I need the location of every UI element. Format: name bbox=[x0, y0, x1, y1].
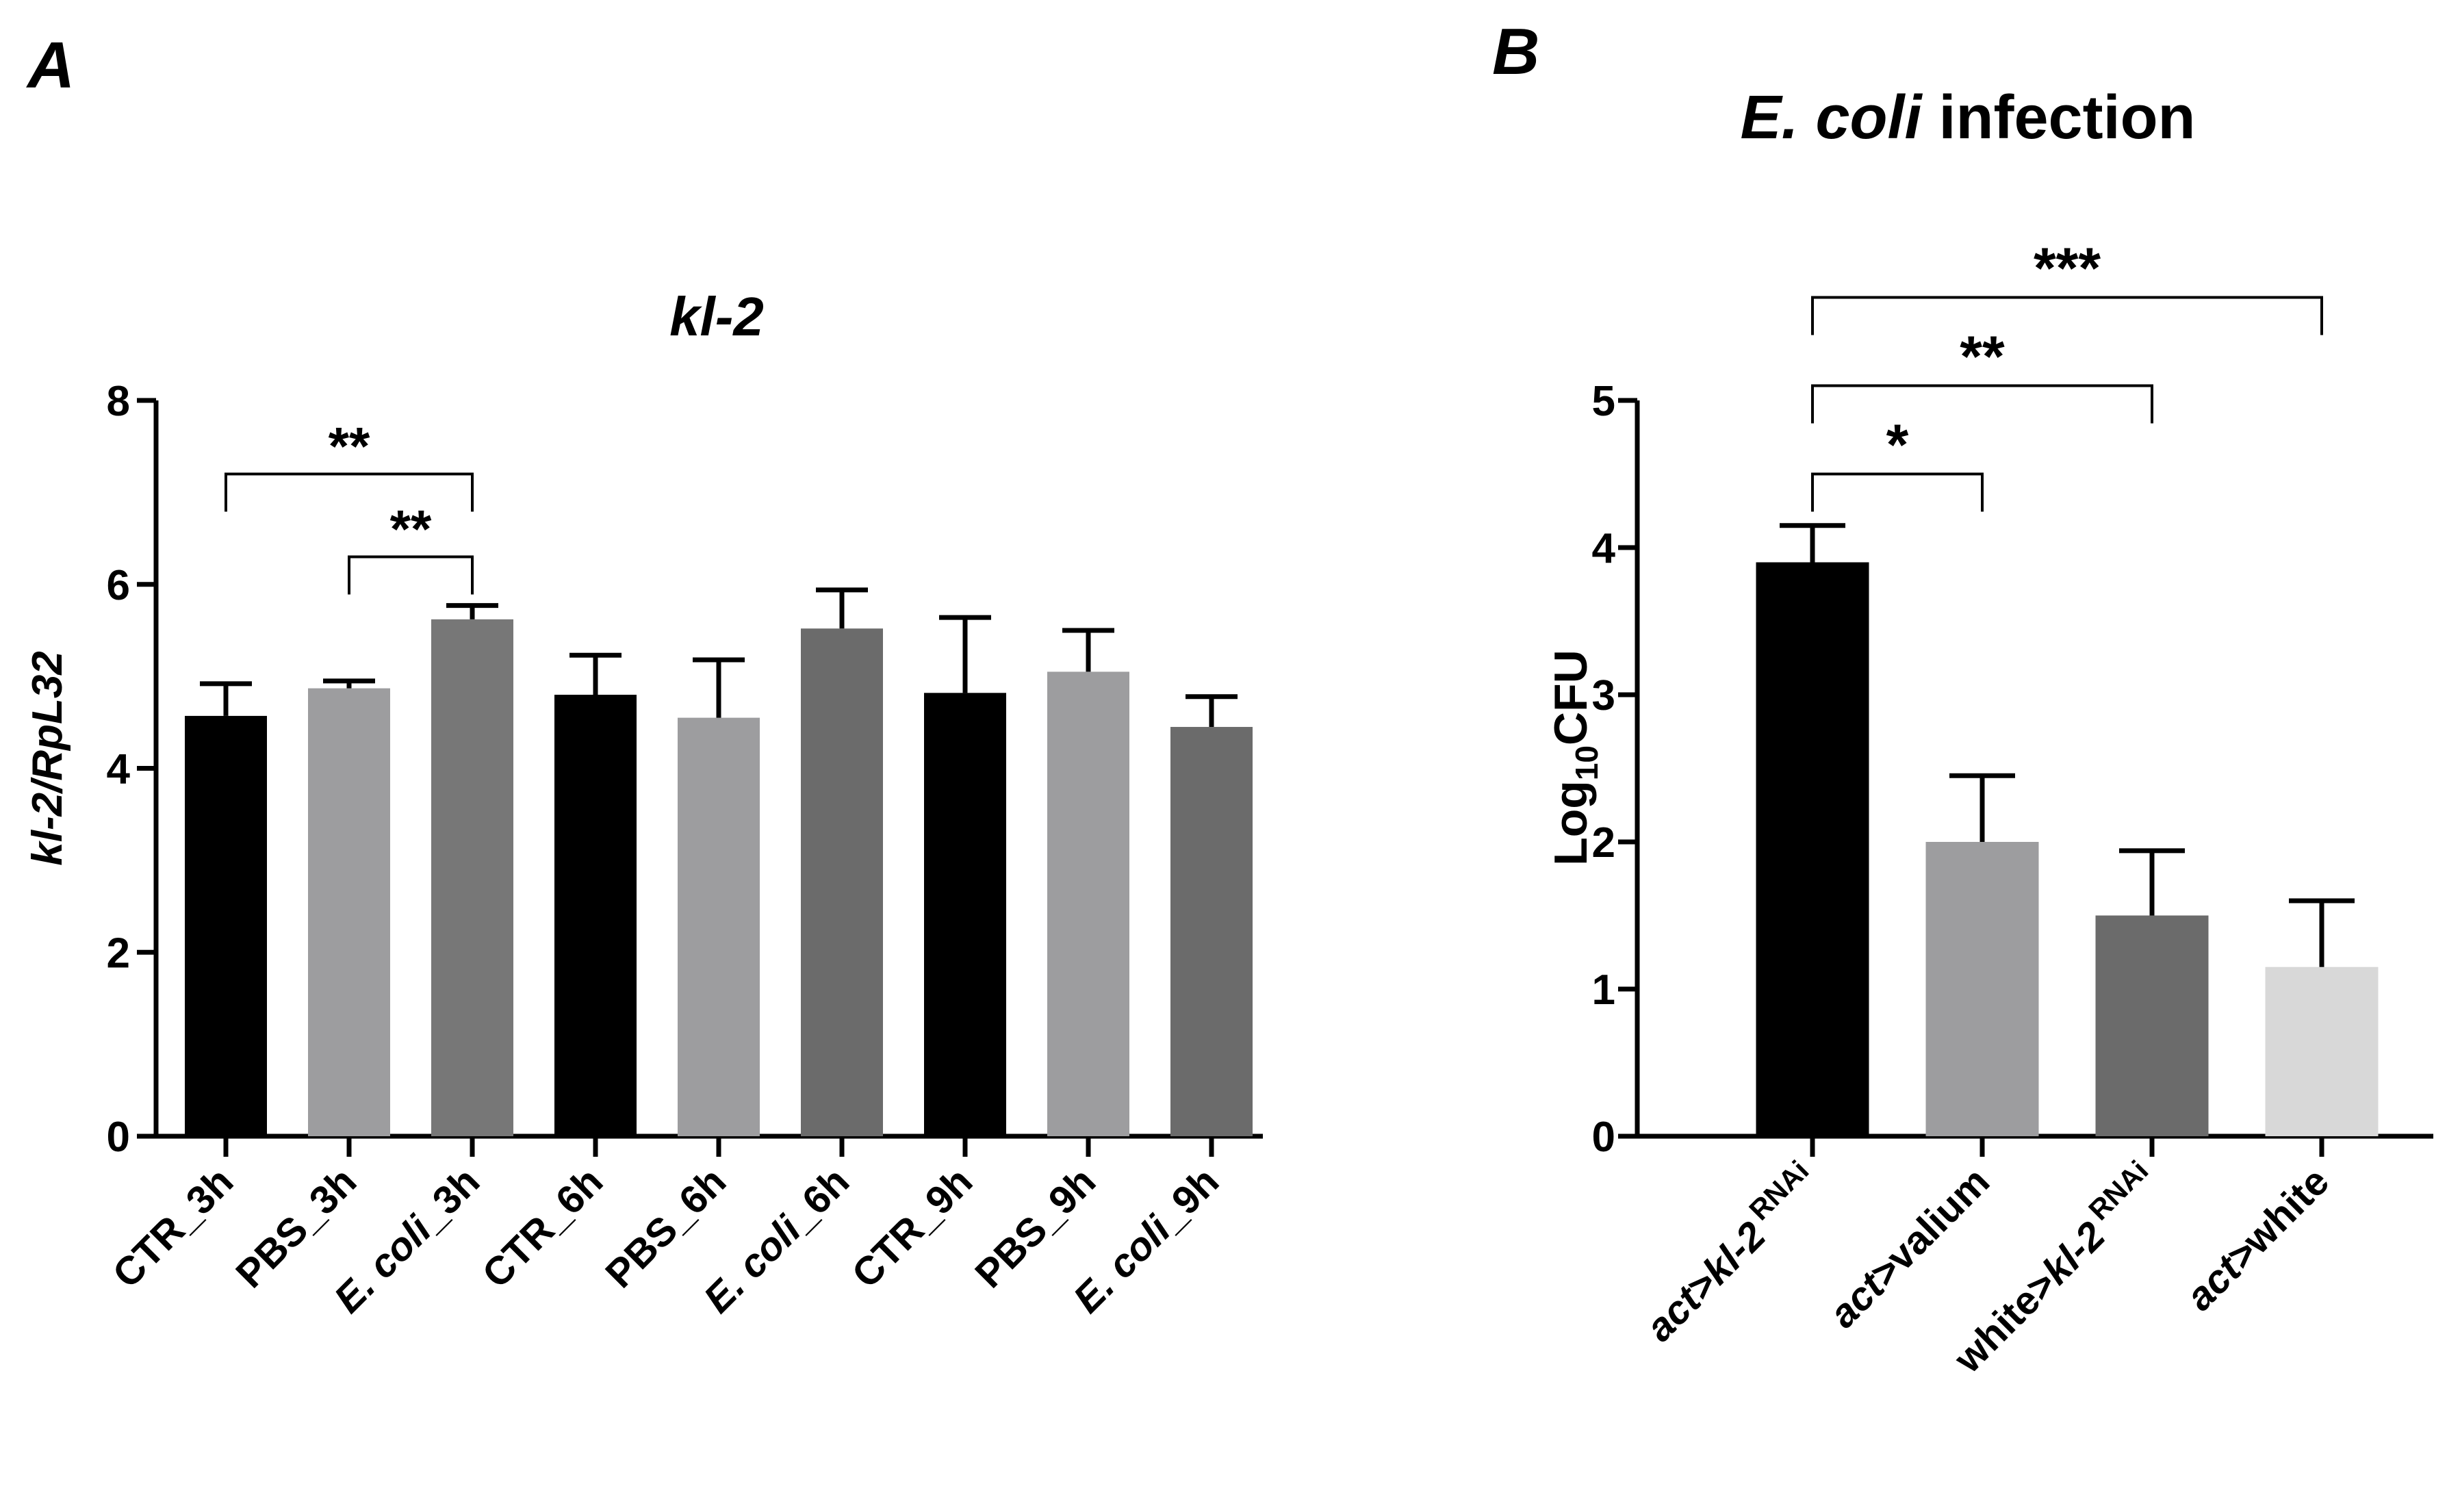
significance-label: ** bbox=[390, 498, 432, 559]
bar bbox=[308, 688, 390, 1136]
bar bbox=[678, 717, 760, 1136]
x-tick-label: CTR_3h bbox=[104, 1159, 242, 1296]
significance-label: * bbox=[1886, 413, 1909, 477]
panel-b-title-rest: infection bbox=[1922, 84, 2196, 152]
x-tick-label: act>kl-2RNAi bbox=[1632, 1154, 1828, 1350]
bar bbox=[924, 693, 1006, 1136]
y-tick-label: 4 bbox=[107, 746, 131, 793]
bar bbox=[431, 619, 513, 1136]
x-tick-label: CTR_9h bbox=[843, 1159, 981, 1296]
bar bbox=[2095, 915, 2209, 1136]
x-tick-label-sup: RNAi bbox=[1743, 1154, 1815, 1226]
x-tick-label-pre: white> bbox=[1945, 1261, 2065, 1381]
y-tick-label: 8 bbox=[107, 378, 130, 425]
bar bbox=[1047, 671, 1129, 1136]
bar bbox=[2265, 966, 2379, 1136]
y-tick-label: 1 bbox=[1592, 966, 1615, 1014]
bar bbox=[185, 715, 267, 1136]
bar bbox=[1925, 842, 2039, 1136]
x-tick-label-italic: E. coli bbox=[695, 1207, 810, 1322]
x-tick-label: CTR_6h bbox=[474, 1159, 611, 1296]
chart-b: 012345act>kl-2RNAiact>valiumwhite>kl-2RN… bbox=[1592, 236, 2433, 1382]
significance-label: ** bbox=[329, 416, 370, 476]
x-tick-label-text: CTR_6h bbox=[474, 1159, 611, 1296]
panel-a-letter: A bbox=[26, 29, 75, 102]
significance-label: *** bbox=[2034, 236, 2101, 300]
x-tick-label: act>valium bbox=[1821, 1159, 1998, 1336]
significance-label: ** bbox=[1960, 324, 2005, 389]
y-tick-label: 4 bbox=[1592, 525, 1616, 572]
y-tick-label: 5 bbox=[1592, 378, 1615, 425]
x-tick-label: act>white bbox=[2177, 1159, 2337, 1319]
panel-b-ylabel-rest: CFU bbox=[1545, 650, 1597, 745]
y-tick-label: 0 bbox=[107, 1114, 130, 1161]
panel-b-ylabel: Log10CFU bbox=[1545, 650, 1604, 866]
x-tick-label-text: CTR_3h bbox=[104, 1159, 242, 1296]
panel-b-letter: B bbox=[1492, 15, 1539, 88]
bar bbox=[1756, 562, 1869, 1136]
panel-a-title: kl-2 bbox=[669, 286, 764, 347]
x-tick-label-italic: E. coli bbox=[1065, 1207, 1180, 1322]
bar bbox=[801, 628, 883, 1136]
bar bbox=[554, 695, 637, 1136]
significance-bracket bbox=[1811, 296, 2323, 335]
panel-b-title-italic: E. coli bbox=[1740, 84, 1923, 152]
significance-bracket bbox=[225, 472, 474, 512]
significance-bracket bbox=[348, 555, 474, 595]
bar bbox=[1170, 727, 1253, 1136]
significance-bracket bbox=[1811, 384, 2153, 424]
panel-b-ylabel-base: Log bbox=[1545, 780, 1597, 866]
x-tick-label-text: valium bbox=[1878, 1159, 1998, 1279]
y-tick-label: 6 bbox=[107, 562, 130, 609]
panel-b-title: E. coli infection bbox=[1740, 84, 2195, 152]
x-tick-label-italic: E. coli bbox=[326, 1207, 441, 1322]
panel-b-ylabel-sub: 10 bbox=[1569, 745, 1604, 780]
y-tick-label: 0 bbox=[1592, 1114, 1615, 1161]
x-tick-label-sup: RNAi bbox=[2082, 1154, 2154, 1226]
y-tick-label: 2 bbox=[1592, 819, 1615, 867]
x-tick-label-text: CTR_9h bbox=[843, 1159, 981, 1296]
significance-bracket bbox=[1811, 472, 1984, 512]
y-tick-label: 3 bbox=[1592, 672, 1615, 719]
y-tick-label: 2 bbox=[107, 930, 130, 977]
panel-a-ylabel: kl-2/RpL32 bbox=[24, 651, 71, 866]
x-tick-label-italic: act>kl-2 bbox=[1637, 1213, 1774, 1350]
